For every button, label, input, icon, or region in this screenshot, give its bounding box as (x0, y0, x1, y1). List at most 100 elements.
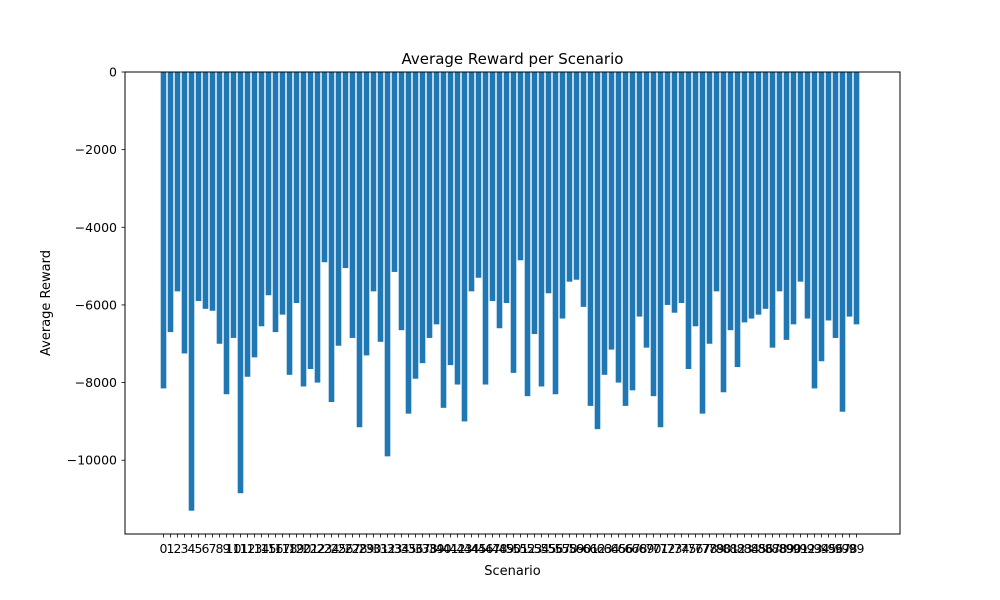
y-tick-label: −10000 (67, 453, 117, 468)
bar-96 (832, 72, 839, 338)
x-tick-label: 30 (366, 541, 382, 556)
x-tick-label: 44 (464, 541, 480, 556)
x-tick-label: 36 (408, 541, 424, 556)
x-tick-label: 83 (737, 541, 753, 556)
x-tick-label: 69 (639, 541, 655, 556)
bar-12 (244, 72, 251, 377)
bar-91 (797, 72, 804, 282)
bar-15 (265, 72, 272, 296)
x-tick-label: 25 (331, 541, 347, 556)
bar-19 (293, 72, 300, 303)
bar-25 (335, 72, 342, 346)
x-tick-label: 58 (562, 541, 578, 556)
bar-87 (769, 72, 776, 348)
bar-56 (552, 72, 559, 395)
x-tick-label: 31 (373, 541, 389, 556)
x-tick-label: 91 (793, 541, 809, 556)
x-tick-label: 3 (181, 541, 189, 556)
x-tick-label: 86 (758, 541, 774, 556)
bar-60 (580, 72, 587, 307)
bar-92 (804, 72, 811, 319)
bar-34 (398, 72, 405, 331)
bar-18 (286, 72, 293, 375)
bar-27 (349, 72, 356, 338)
bar-16 (272, 72, 279, 333)
x-tick-label: 60 (576, 541, 592, 556)
x-tick-label: 63 (597, 541, 613, 556)
bar-28 (356, 72, 363, 428)
x-tick-label: 33 (387, 541, 403, 556)
bar-52 (524, 72, 531, 397)
bar-23 (321, 72, 328, 263)
x-tick-label: 61 (583, 541, 599, 556)
bar-0 (160, 72, 167, 389)
x-tick-label: 2 (174, 541, 182, 556)
y-tick-label: −4000 (75, 220, 117, 235)
bar-94 (818, 72, 825, 362)
bar-82 (734, 72, 741, 368)
x-tick-label: 12 (240, 541, 256, 556)
bar-36 (412, 72, 419, 379)
x-tick-label: 97 (835, 541, 851, 556)
x-tick-label: 32 (380, 541, 396, 556)
x-tick-label: 51 (513, 541, 529, 556)
bar-68 (636, 72, 643, 317)
bar-81 (727, 72, 734, 331)
x-tick-label: 11 (233, 541, 249, 556)
x-tick-label: 94 (814, 541, 830, 556)
x-tick-label: 19 (289, 541, 305, 556)
x-tick-label: 90 (786, 541, 802, 556)
x-tick-label: 45 (471, 541, 487, 556)
x-tick-label: 24 (324, 541, 340, 556)
bar-73 (671, 72, 678, 313)
bar-7 (209, 72, 216, 311)
y-axis-label: Average Reward (39, 250, 54, 356)
bar-75 (685, 72, 692, 369)
x-tick-label: 41 (443, 541, 459, 556)
x-tick-label: 1 (167, 541, 175, 556)
bar-95 (825, 72, 832, 321)
y-tick-label: 0 (109, 65, 117, 80)
bar-21 (307, 72, 314, 369)
y-tick-label: −2000 (75, 142, 117, 157)
x-tick-label: 55 (541, 541, 557, 556)
bar-39 (433, 72, 440, 325)
bar-45 (475, 72, 482, 278)
bar-69 (643, 72, 650, 348)
bar-8 (216, 72, 223, 344)
x-tick-label: 82 (730, 541, 746, 556)
bar-89 (783, 72, 790, 340)
x-axis-ticks: 0 1 2 3 4 5 6 7 8 9101112131415161718192021222324… (160, 534, 864, 556)
bar-11 (237, 72, 244, 494)
bar-29 (363, 72, 370, 356)
y-tick-label: −6000 (75, 297, 117, 312)
x-tick-label: 65 (611, 541, 627, 556)
x-tick-label: 75 (681, 541, 697, 556)
x-tick-label: 17 (275, 541, 291, 556)
bar-9 (223, 72, 230, 395)
x-tick-label: 48 (492, 541, 508, 556)
x-tick-label: 50 (506, 541, 522, 556)
y-tick-label: −8000 (75, 375, 117, 390)
x-tick-label: 21 (303, 541, 319, 556)
x-tick-label: 16 (268, 541, 284, 556)
bar-70 (650, 72, 657, 397)
x-tick-label: 6 (202, 541, 210, 556)
bar-98 (846, 72, 853, 317)
x-tick-label: 29 (359, 541, 375, 556)
x-tick-label: 35 (401, 541, 417, 556)
x-tick-label: 81 (723, 541, 739, 556)
bar-46 (482, 72, 489, 385)
x-tick-label: 18 (282, 541, 298, 556)
x-tick-label: 89 (779, 541, 795, 556)
x-tick-label: 78 (702, 541, 718, 556)
x-tick-label: 88 (772, 541, 788, 556)
bar-59 (573, 72, 580, 280)
bar-30 (370, 72, 377, 292)
bar-51 (517, 72, 524, 261)
x-tick-label: 28 (352, 541, 368, 556)
x-tick-label: 40 (436, 541, 452, 556)
bar-17 (279, 72, 286, 315)
x-tick-label: 85 (751, 541, 767, 556)
bar-65 (615, 72, 622, 383)
